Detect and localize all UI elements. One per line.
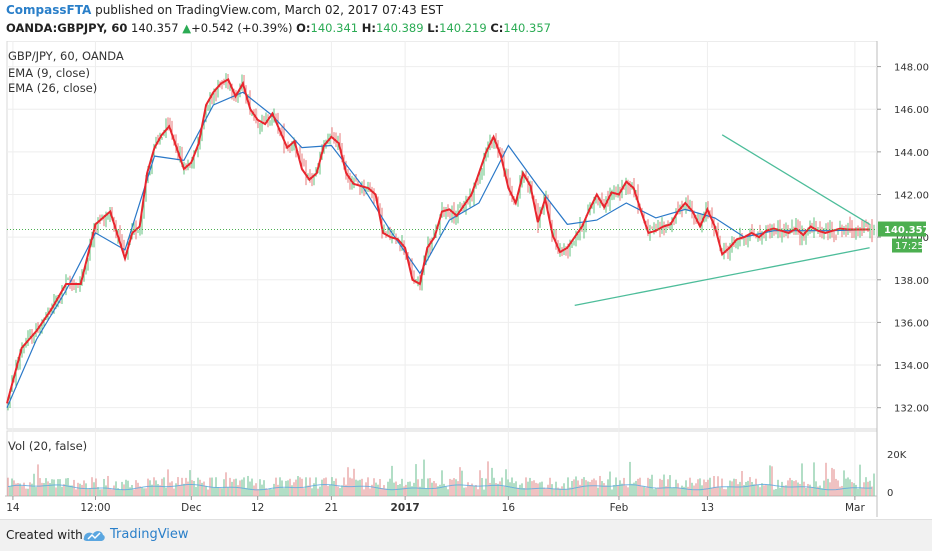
time-badge: [892, 238, 922, 253]
open-value: 140.341: [310, 21, 359, 35]
symbol-timeframe: OANDA:GBPJPY, 60: [6, 21, 128, 35]
vol-tick-label: 20K: [887, 450, 907, 461]
price-badges: 140.357 17:25: [878, 221, 930, 253]
last-price-badge-text: 140.357: [884, 225, 929, 236]
legend-ema26[interactable]: EMA (26, close): [8, 81, 98, 95]
chart-area[interactable]: 132.000134.000136.000138.000140.000142.0…: [5, 40, 932, 517]
low-value: 140.219: [439, 21, 487, 35]
vol-tick-label: 0: [887, 488, 893, 499]
trendline-upper: [721, 134, 870, 225]
x-tick-label: 13: [701, 502, 714, 514]
publish-text: published on TradingView.com, March 02, …: [91, 3, 444, 17]
y-tick-label: 132.000: [894, 404, 929, 415]
low-label: L:: [427, 21, 440, 35]
trendline-lower: [574, 247, 870, 306]
open-label: O:: [296, 21, 311, 35]
price-change: +0.542 (+0.39%): [191, 21, 293, 35]
ema26-line: [6, 91, 870, 408]
tradingview-link[interactable]: TradingView: [110, 527, 189, 542]
publish-header: CompassFTA published on TradingView.com,…: [6, 3, 443, 17]
trendlines: [574, 134, 870, 306]
high-value: 140.389: [375, 21, 424, 35]
legend-title[interactable]: GBP/JPY, 60, OANDA: [8, 49, 124, 63]
price-axis: 132.000134.000136.000138.000140.000142.0…: [877, 63, 932, 499]
price-chart[interactable]: 132.000134.000136.000138.000140.000142.0…: [5, 40, 932, 517]
close-value: 140.357: [503, 21, 551, 35]
time-axis: 14 12:00 Dec 12 21 2017 16 Feb 13 Mar: [6, 496, 865, 514]
last-price-badge: [878, 221, 926, 237]
x-tick-label: 12:00: [80, 502, 110, 514]
x-tick-label: Dec: [181, 502, 202, 514]
up-arrow-icon: ▲: [182, 21, 192, 35]
chart-grid: [5, 40, 878, 517]
volume-ma-line: [7, 483, 873, 491]
x-tick-label: 16: [502, 502, 516, 514]
footer: Created with TradingView: [0, 519, 932, 551]
y-tick-label: 146.000: [894, 105, 929, 116]
legend-volume[interactable]: Vol (20, false): [8, 439, 88, 453]
author-name[interactable]: CompassFTA: [6, 3, 92, 17]
x-tick-label: 21: [325, 502, 338, 514]
x-tick-label: Mar: [845, 502, 865, 514]
y-tick-label: 148.000: [894, 63, 929, 74]
close-label: C:: [490, 21, 504, 35]
ema9-line: [6, 77, 870, 404]
last-price: 140.357: [131, 21, 179, 35]
x-tick-label: Feb: [610, 502, 629, 514]
y-tick-label: 134.000: [894, 361, 929, 372]
x-tick-label: 12: [251, 502, 264, 514]
x-tick-label: 14: [6, 502, 20, 514]
y-tick-label: 136.000: [894, 318, 929, 329]
y-tick-label: 144.000: [894, 148, 929, 159]
legend-ema9[interactable]: EMA (9, close): [8, 66, 90, 80]
x-tick-label: 2017: [391, 502, 420, 514]
time-badge-text: 17:25: [895, 241, 924, 252]
volume-bars: [7, 459, 875, 496]
ohlc-header: OANDA:GBPJPY, 60 140.357 ▲+0.542 (+0.39%…: [6, 21, 551, 35]
tradingview-logo-icon: [83, 531, 105, 541]
created-with-text: Created with: [6, 528, 83, 542]
y-tick-label: 142.000: [894, 190, 929, 201]
high-label: H:: [361, 21, 376, 35]
candles: [7, 73, 875, 411]
y-tick-label: 138.000: [894, 276, 929, 287]
